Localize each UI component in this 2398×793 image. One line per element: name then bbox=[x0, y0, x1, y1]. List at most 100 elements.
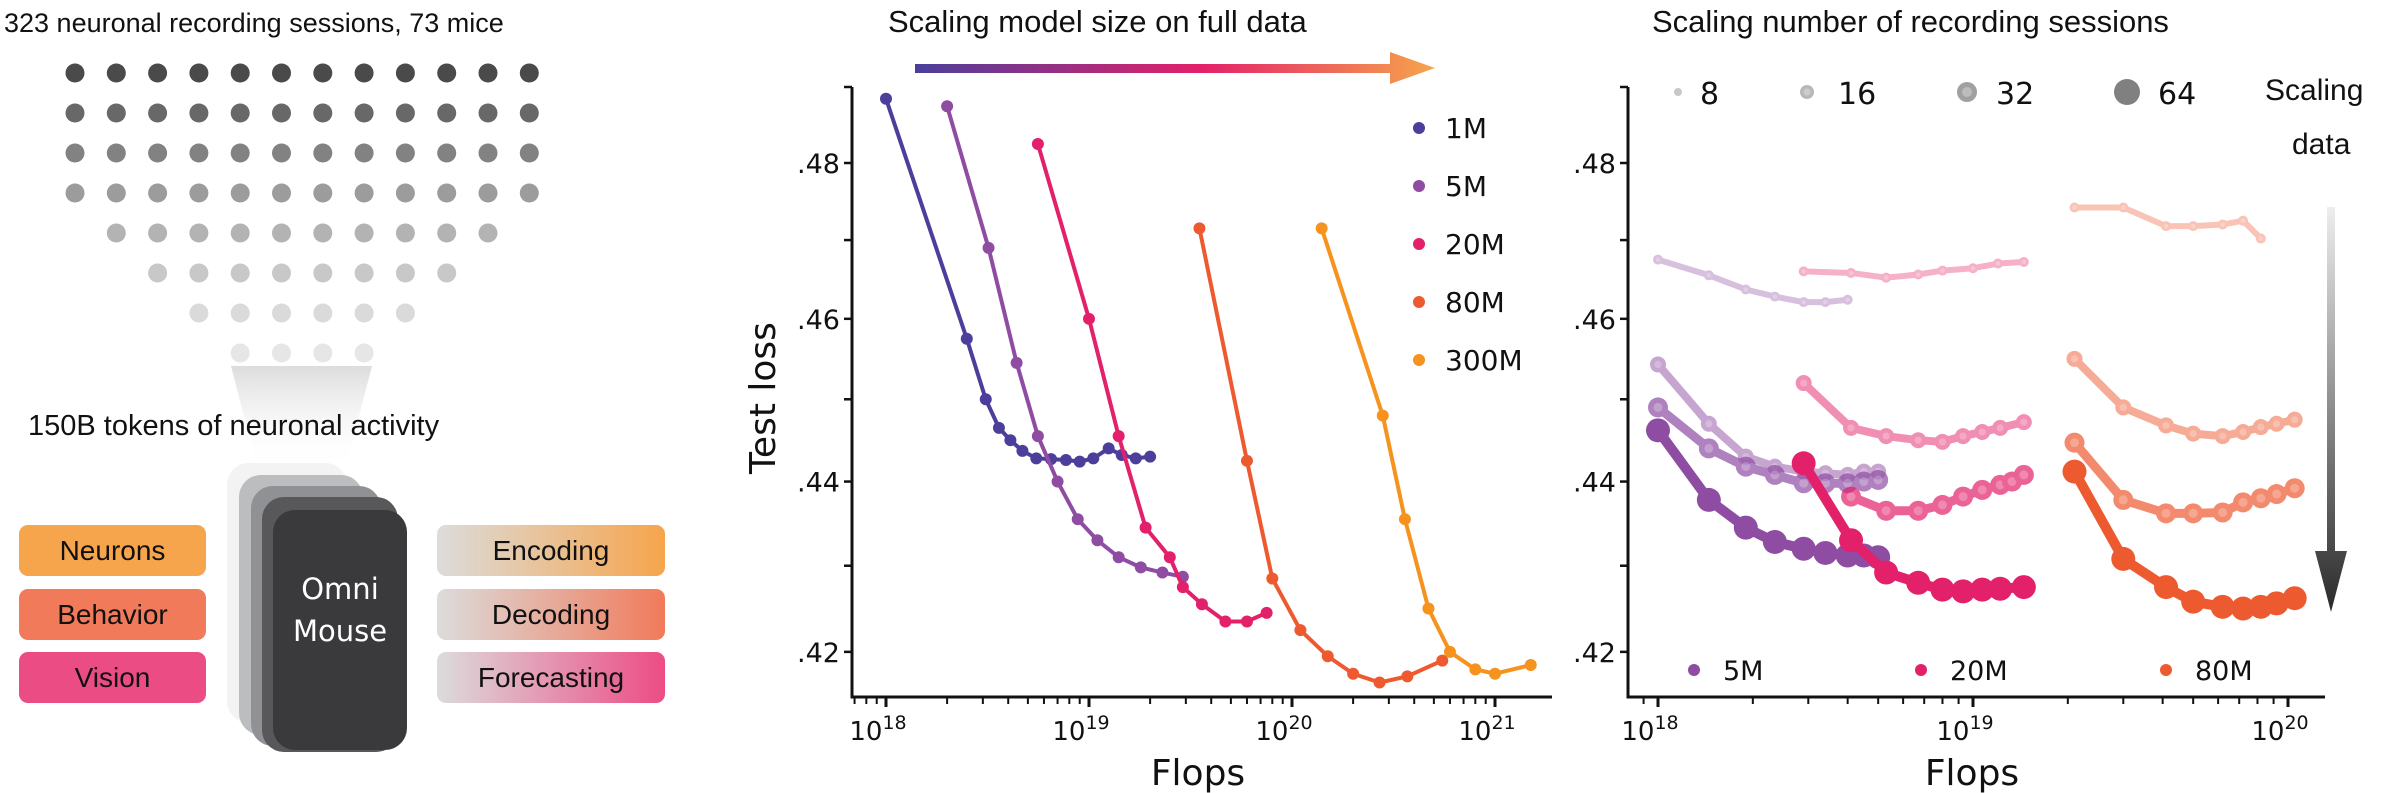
series-20M-32-sessions bbox=[1841, 464, 2034, 521]
data-point-center bbox=[1799, 478, 1809, 488]
tokens-caption: 150B tokens of neuronal activity bbox=[28, 410, 440, 442]
session-dot bbox=[230, 223, 250, 243]
size-legend-label: 32 bbox=[1996, 77, 2034, 112]
data-point-5M bbox=[1134, 561, 1147, 574]
color-legend-marker bbox=[1915, 664, 1927, 676]
legend-marker bbox=[1413, 238, 1425, 250]
data-point-center bbox=[1914, 436, 1922, 444]
data-point bbox=[2111, 546, 2136, 571]
x-axis-label: Flops bbox=[1151, 753, 1245, 793]
data-point-center bbox=[1958, 492, 1968, 502]
data-point-center bbox=[1846, 492, 1856, 502]
data-point-center bbox=[2256, 493, 2266, 503]
session-dot bbox=[272, 63, 291, 83]
y-tick-label: .48 bbox=[1573, 149, 1616, 180]
session-dot bbox=[65, 143, 85, 163]
data-point bbox=[2235, 423, 2252, 440]
session-dot bbox=[272, 263, 291, 283]
chart-title-sessions: Scaling number of recording sessions bbox=[1652, 4, 2169, 39]
data-point bbox=[2115, 399, 2132, 416]
data-point bbox=[1839, 528, 1864, 553]
session-dot bbox=[230, 303, 250, 323]
session-dot bbox=[148, 63, 168, 83]
data-point bbox=[2118, 202, 2129, 213]
session-dot bbox=[189, 143, 209, 163]
legend-marker bbox=[1413, 296, 1425, 308]
data-point-center bbox=[1940, 268, 1945, 273]
data-point bbox=[1951, 579, 1976, 604]
data-point bbox=[2210, 594, 2235, 619]
data-point bbox=[1795, 375, 1812, 392]
data-point bbox=[2266, 484, 2287, 505]
series-line bbox=[1803, 258, 2025, 281]
session-dot bbox=[519, 143, 539, 163]
data-point-center bbox=[2238, 497, 2248, 507]
data-point bbox=[1932, 494, 1953, 515]
data-point bbox=[1820, 297, 1831, 308]
scaling-data-arrow-shaft bbox=[2327, 207, 2335, 555]
session-dot bbox=[519, 183, 539, 203]
series-80M-64-sessions bbox=[2062, 459, 2307, 621]
session-dot bbox=[313, 143, 333, 163]
y-axis-label: Test loss bbox=[743, 322, 784, 475]
legend-label: 20M bbox=[1445, 228, 1505, 261]
session-dot bbox=[395, 103, 415, 123]
data-point-80M bbox=[1193, 222, 1206, 235]
data-point-1M bbox=[960, 332, 973, 345]
session-dot bbox=[437, 263, 457, 283]
model-size-arrow bbox=[915, 52, 1435, 84]
data-point bbox=[2286, 411, 2303, 428]
session-dot bbox=[272, 103, 291, 123]
session-dot bbox=[519, 103, 539, 123]
data-point bbox=[2064, 432, 2085, 453]
data-point-5M bbox=[1031, 430, 1044, 443]
x-tick-label: 1019 bbox=[1052, 712, 1109, 747]
data-point bbox=[1791, 451, 1816, 476]
data-point bbox=[1798, 266, 1809, 277]
session-dot bbox=[189, 223, 209, 243]
data-point-5M bbox=[1112, 551, 1125, 564]
session-dot bbox=[478, 103, 498, 123]
data-point bbox=[1646, 418, 1670, 443]
output-card-encoding: Encoding bbox=[437, 525, 665, 576]
data-point-center bbox=[1970, 265, 1976, 271]
data-point bbox=[2158, 417, 2175, 434]
data-point-80M bbox=[1347, 667, 1360, 680]
data-point-300M bbox=[1376, 409, 1389, 422]
session-dot bbox=[65, 183, 85, 203]
session-dot bbox=[106, 183, 126, 203]
data-point bbox=[2238, 215, 2249, 226]
data-point bbox=[2282, 586, 2307, 611]
session-dot bbox=[272, 343, 291, 363]
data-point bbox=[1970, 577, 1995, 602]
series-5M-64-sessions bbox=[1646, 418, 1891, 570]
size-legend-marker bbox=[1800, 85, 1814, 99]
arrow-head bbox=[1390, 52, 1435, 84]
session-dot bbox=[189, 303, 209, 323]
session-dot bbox=[230, 183, 250, 203]
data-point bbox=[1703, 270, 1714, 281]
session-dot bbox=[148, 183, 168, 203]
data-point bbox=[1841, 486, 1862, 507]
data-point-center bbox=[2220, 222, 2225, 227]
data-point-center bbox=[1772, 294, 1778, 299]
data-point-center bbox=[1800, 379, 1808, 387]
data-point bbox=[1740, 284, 1751, 295]
session-dot bbox=[148, 103, 168, 123]
data-point bbox=[1974, 423, 1991, 440]
data-point bbox=[1648, 397, 1668, 418]
data-point bbox=[2250, 488, 2271, 509]
data-point bbox=[1764, 464, 1785, 485]
data-point bbox=[2069, 202, 2080, 213]
data-point bbox=[1878, 428, 1895, 445]
data-point bbox=[1842, 294, 1853, 305]
data-point bbox=[2156, 503, 2177, 524]
scaling-data-label-2: data bbox=[2292, 128, 2351, 161]
data-point-80M bbox=[1266, 572, 1279, 585]
session-dot bbox=[313, 183, 333, 203]
series-80M-32-sessions bbox=[2064, 432, 2305, 524]
data-point-center bbox=[1882, 432, 1890, 440]
data-point-5M bbox=[982, 241, 995, 254]
data-point bbox=[1968, 263, 1978, 274]
model-name-line2: Mouse bbox=[292, 614, 388, 648]
